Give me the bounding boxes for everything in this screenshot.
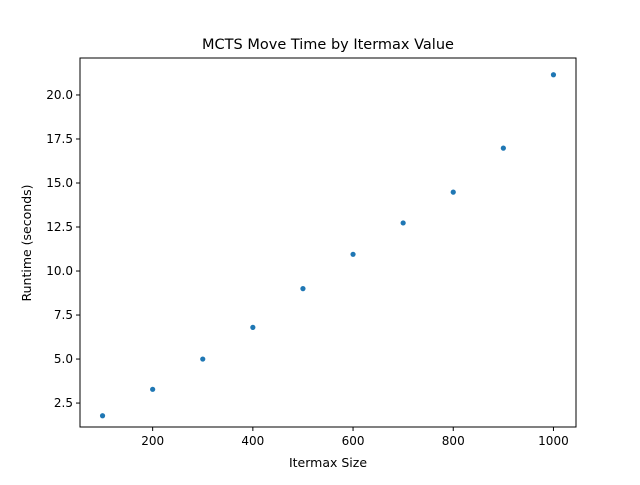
data-point <box>99 413 106 419</box>
y-axis-label: Runtime (seconds) <box>19 184 34 301</box>
y-tick-label: 17.5 <box>46 132 73 146</box>
data-point <box>250 324 256 330</box>
data-point <box>150 386 156 392</box>
y-tick-label: 10.0 <box>46 264 73 278</box>
x-axis-label: Itermax Size <box>289 455 367 470</box>
data-point <box>450 189 456 195</box>
y-tick-label: 7.5 <box>54 308 73 322</box>
x-tick-label: 1000 <box>538 434 569 448</box>
y-tick-label: 15.0 <box>46 176 73 190</box>
y-tick-label: 2.5 <box>54 396 73 410</box>
x-tick-label: 800 <box>442 434 465 448</box>
data-point <box>500 145 506 151</box>
data-point <box>300 286 306 292</box>
y-tick-label: 5.0 <box>54 352 73 366</box>
plot-frame <box>79 57 577 428</box>
data-point <box>350 251 356 257</box>
axis-ticks: 200 400 600 800 1000 2.5 5.0 7.5 10.0 12.5 15.0 17.… <box>46 88 568 448</box>
data-points <box>99 72 557 419</box>
data-point <box>400 220 406 226</box>
x-tick-label: 200 <box>141 434 164 448</box>
chart-title: MCTS Move Time by Itermax Value <box>202 37 454 53</box>
y-tick-label: 20.0 <box>46 88 73 102</box>
data-point <box>200 356 206 362</box>
data-point <box>550 72 557 78</box>
x-tick-label: 400 <box>241 434 264 448</box>
y-tick-label: 12.5 <box>46 220 73 234</box>
x-tick-label: 600 <box>342 434 365 448</box>
